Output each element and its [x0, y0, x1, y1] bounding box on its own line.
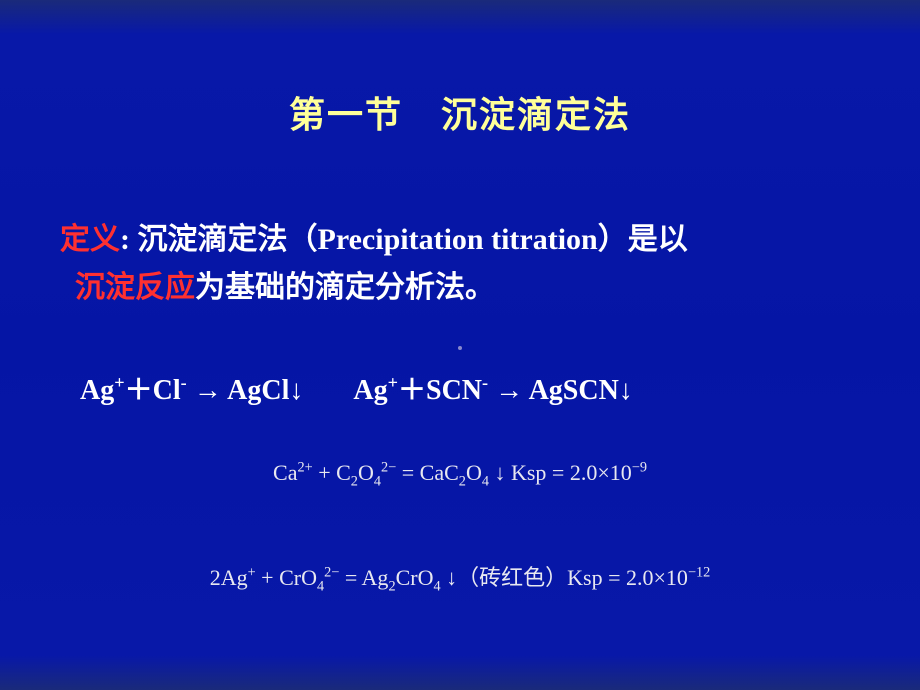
definition-part2: ）是以	[598, 223, 688, 256]
slide-container: 第一节 沉淀滴定法 定义: 沉淀滴定法（Precipitation titrat…	[0, 0, 920, 690]
eq1-prod-2: 2	[459, 473, 466, 489]
eq1-prod-o: O	[466, 460, 482, 485]
eq1-ksp-label: Ksp =	[511, 460, 570, 485]
eq1-prod-4: 4	[482, 473, 489, 489]
eq1-eq: =	[396, 460, 419, 485]
eq2-coef: 2	[210, 565, 221, 590]
eq1-c2: 2	[351, 473, 358, 489]
r2-ion1-charge: +	[388, 373, 398, 393]
eq2-ksp-label: Ksp =	[567, 565, 626, 590]
eq1-ca-charge: 2+	[297, 460, 312, 476]
eq2-prod-o: O	[418, 565, 434, 590]
r1-down: ↓	[289, 375, 303, 406]
eq2-note: （砖红色）	[457, 565, 567, 590]
eq2-ksp-exp: −12	[688, 565, 710, 581]
r1-ion1-charge: +	[114, 373, 124, 393]
eq1-ca: Ca	[273, 460, 297, 485]
eq2-cro4-charge: 2−	[324, 565, 339, 581]
eq1-prod-ca: Ca	[420, 460, 444, 485]
eq2-ksp-val: 2.0×10	[626, 565, 688, 590]
eq1-c: C	[336, 460, 351, 485]
eq2-down: ↓	[441, 565, 458, 590]
definition-colon: :	[120, 223, 138, 256]
eq1-down: ↓	[489, 460, 511, 485]
eq2-plus: +	[256, 565, 279, 590]
r2-plus: ＋	[398, 375, 426, 406]
equation-2: 2Ag+ + CrO42− = Ag2CrO4 ↓（砖红色）Ksp = 2.0×…	[0, 560, 920, 592]
eq1-c2o4-charge: 2−	[381, 460, 396, 476]
definition-label: 定义	[60, 223, 120, 256]
eq1-ksp-exp: −9	[632, 460, 647, 476]
eq2-prod-2: 2	[388, 578, 395, 594]
eq1-o4: 4	[374, 473, 381, 489]
r2-product: AgSCN	[529, 375, 619, 406]
definition-red-phrase: 沉淀反应	[75, 264, 195, 312]
r2-ion2: SCN	[426, 375, 482, 406]
reaction-2: Ag+＋SCN- → AgSCN↓	[353, 368, 632, 408]
eq2-cr: Cr	[279, 565, 301, 590]
eq1-ksp-val: 2.0×10	[570, 460, 632, 485]
r1-plus: ＋	[125, 375, 153, 406]
main-reactions: Ag+＋Cl- → AgCl↓ Ag+＋SCN- → AgSCN↓	[80, 368, 860, 408]
eq2-prod-ag: Ag	[362, 565, 389, 590]
r2-ion1: Ag	[353, 375, 387, 406]
definition-part1: 沉淀滴定法（	[138, 223, 318, 256]
r1-ion1: Ag	[80, 375, 114, 406]
reaction-1: Ag+＋Cl- → AgCl↓	[80, 368, 303, 408]
eq1-o: O	[358, 460, 374, 485]
definition-part3: 为基础的滴定分析法。	[195, 271, 495, 304]
eq2-prod-4: 4	[433, 578, 440, 594]
r2-down: ↓	[619, 375, 633, 406]
eq2-eq: =	[339, 565, 361, 590]
definition-english: Precipitation titration	[318, 223, 598, 256]
r2-arrow: →	[488, 375, 528, 406]
r1-arrow: →	[187, 375, 227, 406]
eq1-prod-c: C	[444, 460, 459, 485]
r1-product: AgCl	[227, 375, 289, 406]
eq1-plus: +	[313, 460, 336, 485]
equation-1: Ca2+ + C2O42− = CaC2O4 ↓ Ksp = 2.0×10−9	[0, 460, 920, 486]
definition-block: 定义: 沉淀滴定法（Precipitation titration）是以沉淀反应…	[60, 216, 860, 312]
r1-ion2: Cl	[153, 375, 181, 406]
eq2-ag-charge: +	[248, 565, 256, 581]
eq2-prod-cr: Cr	[396, 565, 418, 590]
slide-title: 第一节 沉淀滴定法	[0, 86, 920, 138]
center-dot-icon	[458, 346, 462, 350]
eq2-o: O	[301, 565, 317, 590]
eq2-ag: Ag	[221, 565, 248, 590]
